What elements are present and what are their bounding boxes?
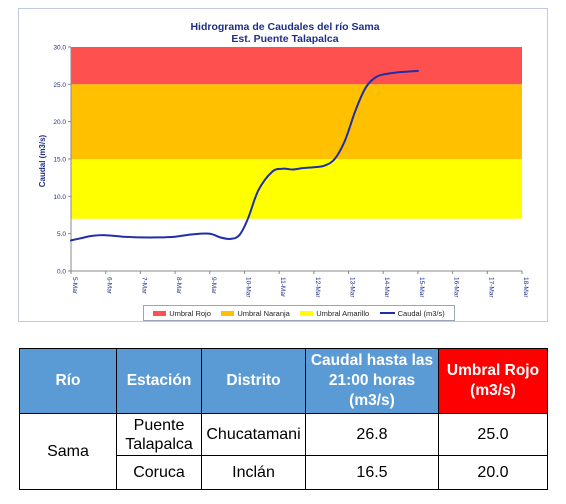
cell-red-threshold: 25.0 [438,413,548,456]
chart-panel: Hidrograma de Caudales del río Sama Est.… [18,8,548,322]
x-tick-label: 18-Mar [522,277,529,298]
chart-title: Hidrograma de Caudales del río Sama [190,21,379,33]
x-tick-label: 6-Mar [106,277,113,295]
cell-station: Puente Talapalca [116,413,202,456]
cell-river: Sama [19,413,117,490]
legend-label-amarillo: Umbral Amarillo [316,308,370,318]
series-line-caudal [70,69,419,242]
series-layer [70,69,419,242]
x-tick-label: 10-Mar [244,277,251,298]
cell-red-threshold: 20.0 [438,455,548,490]
header-distrito: Distrito [201,348,306,414]
legend-item-amarillo: Umbral Amarillo [300,309,369,318]
threshold-bands [71,47,522,219]
y-tick-label: 5.0 [57,231,66,238]
y-tick-label: 30.0 [53,45,66,52]
x-tick-label: 16-Mar [453,277,460,298]
cell-district: Inclán [201,455,306,490]
y-axis-label: Caudal (m3/s) [38,134,47,187]
band-1 [71,84,522,159]
legend-label-caudal: Caudal (m3/s) [397,308,445,318]
y-tick-label: 15.0 [53,157,66,164]
band-2 [71,159,522,219]
x-tick-label: 15-Mar [418,277,425,298]
table-row: Sama Puente Talapalca Chucatamani 26.8 2… [19,413,548,490]
legend-item-caudal: Caudal (m3/s) [379,308,445,318]
legend-swatch-amarillo [300,310,314,316]
x-tick-label: 12-Mar [314,277,321,298]
legend-item-rojo: Umbral Rojo [153,309,211,318]
chart-axes: 0.0 5.0 10.0 15.0 20.0 25.0 30.0 5-Mar 6-Mar 7-Ma… [53,45,529,299]
legend-item-naranja: Umbral Naranja [221,309,290,318]
chart-subtitle: Est. Puente Talapalca [231,33,338,45]
x-tick-label: 13-Mar [349,277,356,298]
legend-swatch-rojo [153,310,167,316]
band-0 [71,47,522,85]
cell-district: Chucatamani [201,413,306,456]
header-rio: Río [19,348,117,414]
x-tick-label: 9-Mar [210,277,217,295]
x-tick-label: 17-Mar [487,277,494,298]
table-header-row: Río Estación Distrito Caudal hasta las 2… [19,348,548,414]
x-tick-label: 7-Mar [140,277,147,295]
hydrograph-chart: Hidrograma de Caudales del río Sama Est.… [38,21,529,299]
legend-swatch-caudal [379,312,395,314]
header-estacion: Estación [116,348,202,414]
x-tick-label: 8-Mar [175,277,182,295]
y-tick-label: 10.0 [53,194,66,201]
header-umbral-rojo: Umbral Rojo (m3/s) [438,348,548,414]
cell-flow: 16.5 [305,455,439,490]
y-tick-label: 20.0 [53,119,66,126]
y-tick-label: 25.0 [53,82,66,89]
cell-flow: 26.8 [305,413,439,456]
table-row: Coruca Inclán 16.5 20.0 [20,455,548,490]
chart-legend: Umbral Rojo Umbral Naranja Umbral Amaril… [143,305,455,321]
x-tick-label: 11-Mar [279,277,286,298]
legend-label-naranja: Umbral Naranja [237,308,290,318]
x-tick-label: 5-Mar [71,277,78,295]
y-tick-label: 0.0 [57,269,66,276]
x-tick-label: 14-Mar [383,277,390,298]
legend-label-rojo: Umbral Rojo [169,308,211,318]
header-caudal: Caudal hasta las 21:00 horas (m3/s) [305,348,439,414]
station-table: Río Estación Distrito Caudal hasta las 2… [19,348,548,490]
cell-station: Coruca [116,455,202,490]
legend-swatch-naranja [221,310,235,316]
